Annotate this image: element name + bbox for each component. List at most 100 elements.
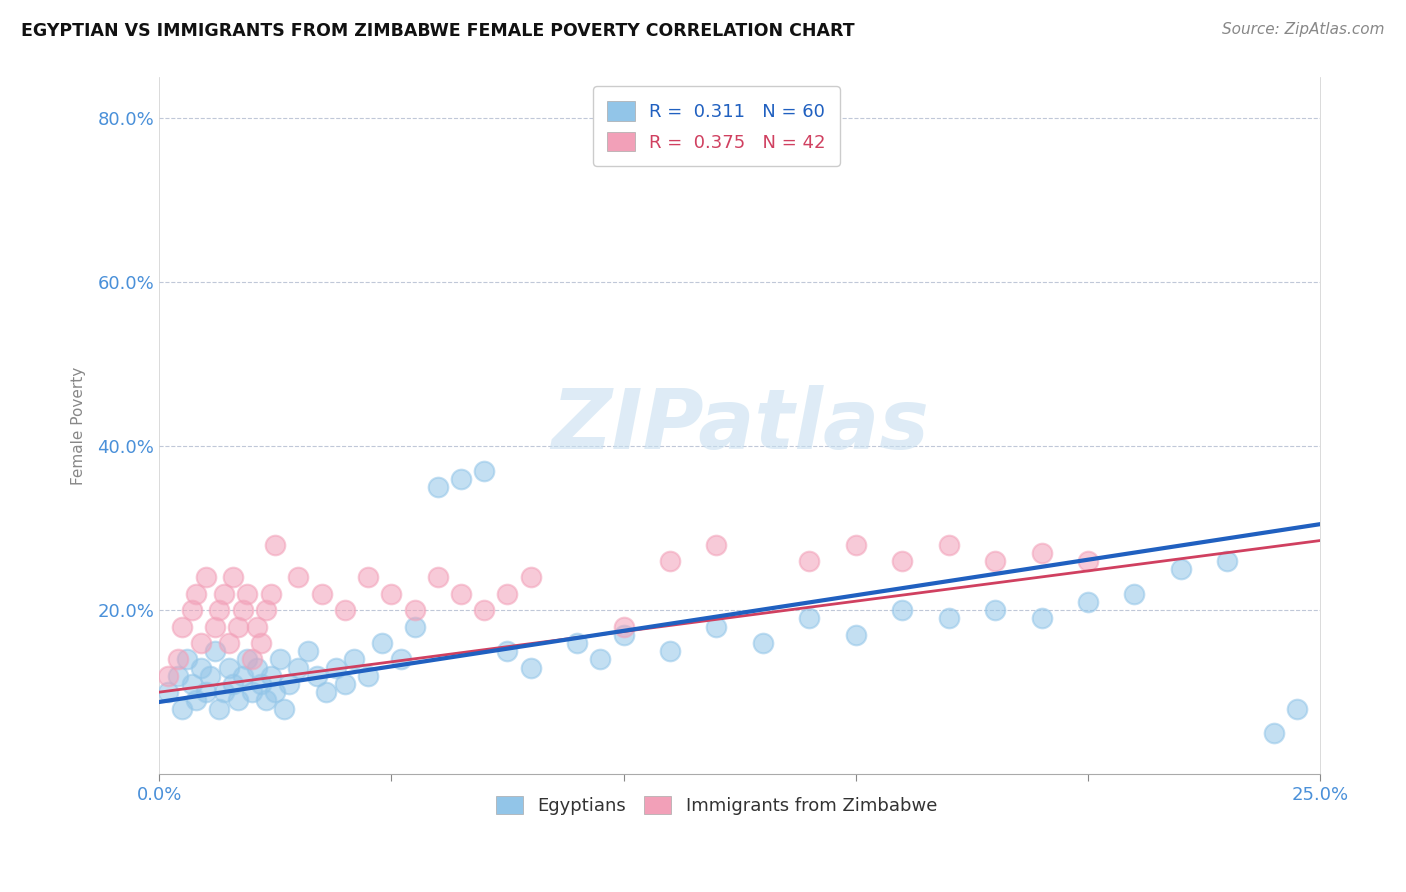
- Text: EGYPTIAN VS IMMIGRANTS FROM ZIMBABWE FEMALE POVERTY CORRELATION CHART: EGYPTIAN VS IMMIGRANTS FROM ZIMBABWE FEM…: [21, 22, 855, 40]
- Point: [212, 587, 235, 601]
- Point: [938, 611, 960, 625]
- Point: [325, 660, 347, 674]
- Point: [208, 603, 231, 617]
- Point: [1170, 562, 1192, 576]
- Point: [1077, 595, 1099, 609]
- Point: [250, 636, 273, 650]
- Point: [264, 685, 287, 699]
- Point: [612, 619, 634, 633]
- Point: [198, 669, 221, 683]
- Point: [240, 685, 263, 699]
- Point: [254, 693, 277, 707]
- Point: [426, 570, 449, 584]
- Point: [380, 587, 402, 601]
- Y-axis label: Female Poverty: Female Poverty: [72, 367, 86, 485]
- Point: [269, 652, 291, 666]
- Point: [519, 660, 541, 674]
- Point: [222, 677, 245, 691]
- Point: [1123, 587, 1146, 601]
- Point: [357, 570, 380, 584]
- Point: [333, 677, 356, 691]
- Point: [1216, 554, 1239, 568]
- Point: [496, 587, 519, 601]
- Point: [273, 701, 295, 715]
- Point: [1263, 726, 1285, 740]
- Point: [343, 652, 366, 666]
- Text: Source: ZipAtlas.com: Source: ZipAtlas.com: [1222, 22, 1385, 37]
- Point: [612, 628, 634, 642]
- Point: [259, 587, 281, 601]
- Point: [204, 644, 226, 658]
- Point: [565, 636, 588, 650]
- Point: [659, 554, 682, 568]
- Point: [232, 603, 254, 617]
- Point: [204, 619, 226, 633]
- Point: [259, 669, 281, 683]
- Point: [845, 628, 868, 642]
- Point: [589, 652, 612, 666]
- Point: [305, 669, 328, 683]
- Point: [426, 480, 449, 494]
- Point: [222, 570, 245, 584]
- Point: [891, 603, 914, 617]
- Point: [254, 603, 277, 617]
- Point: [194, 685, 217, 699]
- Point: [1031, 611, 1053, 625]
- Point: [287, 660, 309, 674]
- Point: [706, 538, 728, 552]
- Point: [232, 669, 254, 683]
- Point: [172, 619, 194, 633]
- Point: [891, 554, 914, 568]
- Point: [357, 669, 380, 683]
- Point: [984, 554, 1007, 568]
- Point: [845, 538, 868, 552]
- Point: [1285, 701, 1308, 715]
- Point: [984, 603, 1007, 617]
- Point: [472, 464, 495, 478]
- Point: [496, 644, 519, 658]
- Point: [246, 619, 269, 633]
- Point: [250, 677, 273, 691]
- Point: [264, 538, 287, 552]
- Point: [226, 693, 249, 707]
- Point: [246, 660, 269, 674]
- Legend: Egyptians, Immigrants from Zimbabwe: Egyptians, Immigrants from Zimbabwe: [486, 787, 946, 824]
- Point: [166, 652, 188, 666]
- Point: [218, 660, 240, 674]
- Point: [404, 619, 426, 633]
- Point: [311, 587, 333, 601]
- Point: [472, 603, 495, 617]
- Point: [706, 619, 728, 633]
- Text: ZIPatlas: ZIPatlas: [551, 385, 928, 467]
- Point: [287, 570, 309, 584]
- Point: [315, 685, 337, 699]
- Point: [450, 587, 472, 601]
- Point: [172, 701, 194, 715]
- Point: [1077, 554, 1099, 568]
- Point: [218, 636, 240, 650]
- Point: [212, 685, 235, 699]
- Point: [938, 538, 960, 552]
- Point: [404, 603, 426, 617]
- Point: [799, 554, 821, 568]
- Point: [659, 644, 682, 658]
- Point: [180, 677, 202, 691]
- Point: [166, 669, 188, 683]
- Point: [450, 472, 472, 486]
- Point: [190, 660, 212, 674]
- Point: [190, 636, 212, 650]
- Point: [236, 652, 259, 666]
- Point: [236, 587, 259, 601]
- Point: [176, 652, 198, 666]
- Point: [186, 587, 208, 601]
- Point: [157, 685, 180, 699]
- Point: [240, 652, 263, 666]
- Point: [1031, 546, 1053, 560]
- Point: [186, 693, 208, 707]
- Point: [752, 636, 775, 650]
- Point: [180, 603, 202, 617]
- Point: [208, 701, 231, 715]
- Point: [333, 603, 356, 617]
- Point: [799, 611, 821, 625]
- Point: [157, 669, 180, 683]
